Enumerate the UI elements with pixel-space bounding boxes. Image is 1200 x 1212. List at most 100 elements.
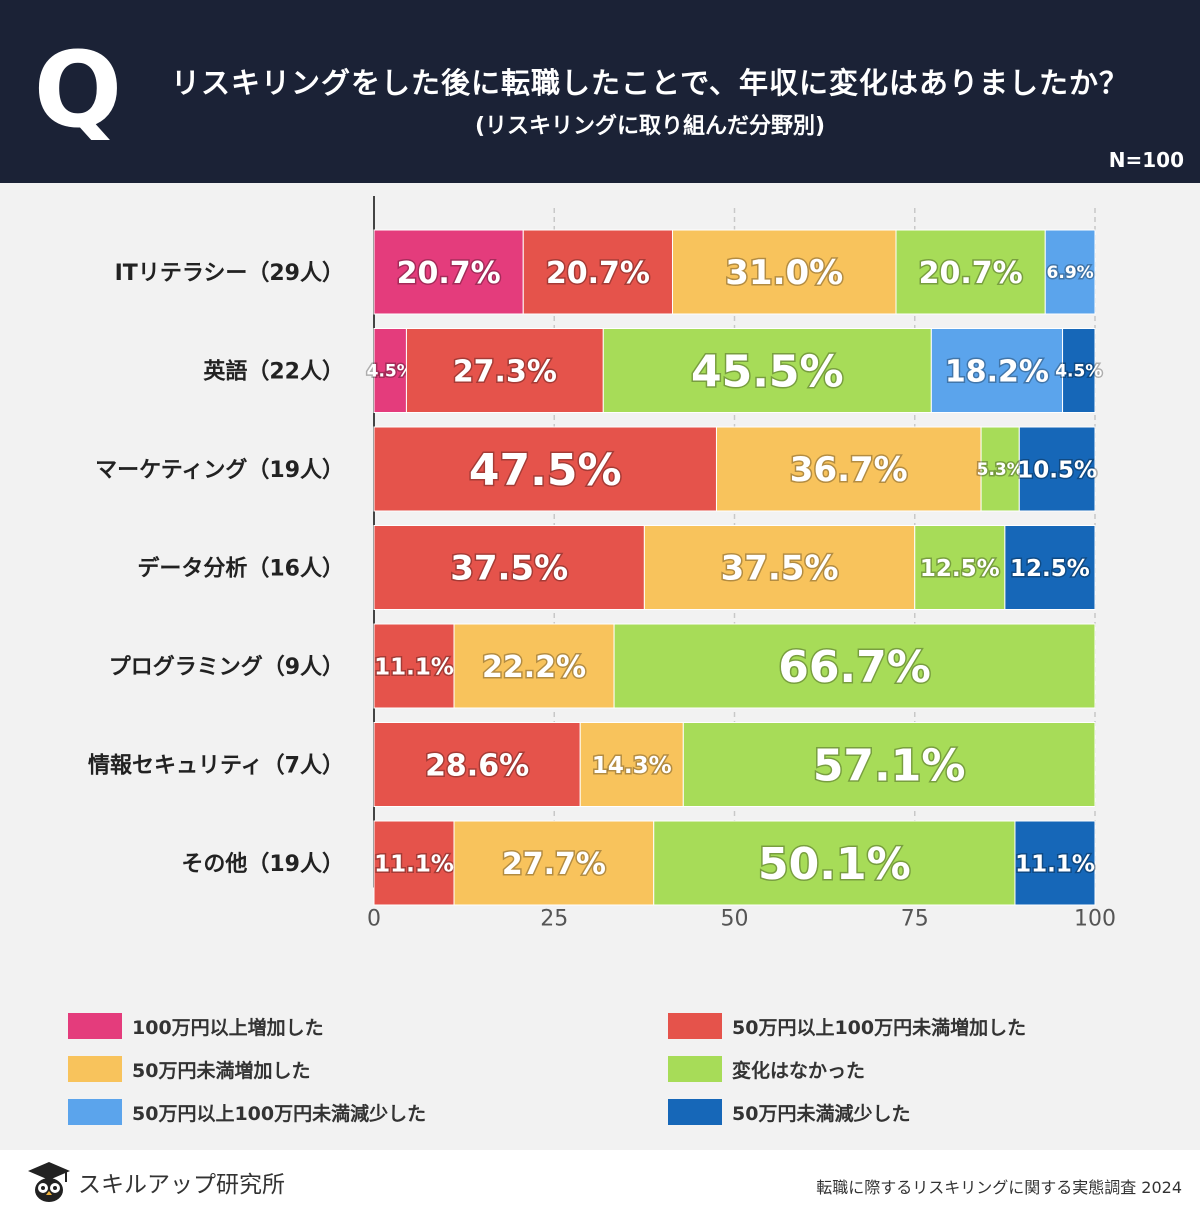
data-label: 20.7% — [546, 256, 650, 291]
chart-title: リスキリングをした後に転職したことで、年収に変化はありましたか？ — [171, 66, 1129, 100]
category-label: 英語（22人） — [203, 359, 344, 385]
sample-size: N=100 — [1108, 148, 1184, 172]
bar-segment — [613, 623, 1096, 709]
x-tick-labels: 0 25 50 75 100 — [367, 907, 1116, 932]
legend-item: 100万円以上増加した — [68, 1011, 324, 1041]
data-label: 11.1% — [1015, 851, 1095, 877]
q-icon: Q — [34, 40, 122, 140]
data-label: 37.5% — [450, 549, 568, 589]
bar-segment — [1044, 229, 1096, 315]
data-label: 22.2% — [482, 650, 586, 685]
data-label: 4.5% — [367, 362, 414, 382]
legend-label: 50万円以上100万円未満減少した — [132, 1102, 427, 1125]
category-label: その他（19人） — [181, 852, 344, 877]
data-label: 18.2% — [945, 354, 1049, 389]
legend-swatch — [668, 1099, 722, 1125]
bar-segment — [522, 229, 673, 315]
data-label: 20.7% — [397, 256, 501, 291]
data-label: 12.5% — [920, 556, 1000, 582]
legend-swatch — [68, 1013, 122, 1039]
data-label: 37.5% — [721, 549, 839, 589]
bar-segment — [653, 820, 1016, 906]
data-label: 11.1% — [374, 654, 454, 680]
category-label: 情報セキュリティ（7人） — [88, 753, 344, 779]
brand: スキルアップ研究所 — [26, 1160, 285, 1204]
data-label: 6.9% — [1047, 263, 1094, 283]
category-labels: ITリテラシー（29人） 英語（22人） マーケティング（19人） データ分析（16人… — [88, 261, 344, 877]
x-tick-label: 100 — [1074, 907, 1116, 932]
data-label: 11.1% — [374, 851, 454, 877]
bar-segment — [1014, 820, 1096, 906]
bar-segment — [914, 525, 1006, 610]
data-label: 4.5% — [1055, 362, 1102, 382]
legend-item: 50万円未満減少した — [668, 1097, 910, 1127]
data-label: 31.0% — [725, 253, 843, 293]
legend-item: 50万円以上100万円未満減少した — [68, 1097, 426, 1127]
bar-segment — [453, 623, 615, 709]
legend-item: 50万円以上100万円未満増加した — [668, 1011, 1026, 1041]
bar-segment — [602, 328, 932, 413]
bar-segment — [643, 525, 916, 610]
bar-segment — [373, 820, 455, 906]
legend-label: 50万円以上100万円未満増加した — [732, 1016, 1027, 1039]
bar-segment — [373, 722, 581, 807]
data-label: 47.5% — [469, 445, 622, 496]
data-label: 5.3% — [977, 460, 1024, 480]
bar-segment — [715, 426, 982, 512]
category-label: マーケティング（19人） — [95, 457, 344, 483]
data-label: 10.5% — [1017, 457, 1097, 483]
bar-segment — [930, 328, 1064, 413]
category-label: プログラミング（9人） — [109, 654, 344, 680]
data-label: 36.7% — [790, 450, 908, 490]
header-banner: Q リスキリングをした後に転職したことで、年収に変化はありましたか？ (リスキリ… — [0, 0, 1200, 183]
data-label: 27.7% — [502, 847, 606, 882]
bar-segment — [373, 623, 455, 709]
data-label: 12.5% — [1010, 556, 1090, 582]
bar-segment — [671, 229, 897, 315]
bar-segment — [373, 229, 524, 315]
q-letter: Q — [34, 40, 122, 140]
bar-segment — [373, 328, 407, 413]
bar-segment — [980, 426, 1020, 512]
source-note: 転職に際するリスキリングに関する実態調査 2024 — [816, 1178, 1182, 1197]
data-label: 45.5% — [691, 346, 844, 397]
x-tick-label: 50 — [721, 907, 749, 932]
chart-subtitle: (リスキリングに取り組んだ分野別) — [474, 114, 826, 139]
data-label: 20.7% — [919, 256, 1023, 291]
bar-segment — [1062, 328, 1096, 413]
data-label: 27.3% — [453, 354, 557, 389]
bar-segment — [682, 722, 1096, 807]
data-label: 14.3% — [592, 753, 672, 779]
legend-swatch — [68, 1099, 122, 1125]
legend-swatch — [68, 1056, 122, 1082]
stacked-bar-chart: 20.7% 20.7% 31.0% 20.7% 6.9% 4.5% 27.3% 45.5% 18… — [88, 196, 1116, 932]
x-tick-label: 75 — [901, 907, 929, 932]
legend-label: 50万円未満減少した — [732, 1102, 911, 1125]
legend-swatch — [668, 1013, 722, 1039]
legend: 100万円以上増加した 50万円以上100万円未満増加した 50万円未満増加した 変化… — [0, 1005, 1200, 1145]
bar-segment — [373, 525, 645, 610]
legend-label: 変化はなかった — [732, 1059, 866, 1082]
data-label: 66.7% — [778, 642, 931, 693]
category-label: データ分析（16人） — [137, 556, 344, 582]
legend-item: 50万円未満増加した — [68, 1054, 310, 1084]
legend-label: 100万円以上増加した — [132, 1016, 324, 1039]
bars: 20.7% 20.7% 31.0% 20.7% 6.9% 4.5% 27.3% 45.5% 18… — [365, 229, 1104, 906]
data-label: 50.1% — [758, 839, 911, 890]
footer: スキルアップ研究所 転職に際するリスキリングに関する実態調査 2024 — [0, 1150, 1200, 1212]
bar-segment — [579, 722, 684, 807]
x-tick-label: 25 — [540, 907, 568, 932]
bar-segment — [405, 328, 604, 413]
legend-swatch — [668, 1056, 722, 1082]
data-label: 57.1% — [813, 740, 966, 791]
x-tick-label: 0 — [367, 907, 381, 932]
category-label: ITリテラシー（29人） — [115, 261, 344, 286]
bar-segment — [1018, 426, 1096, 512]
owl-logo-icon — [28, 1162, 70, 1202]
brand-name: スキルアップ研究所 — [78, 1172, 285, 1198]
legend-label: 50万円未満増加した — [132, 1059, 311, 1082]
legend-item: 変化はなかった — [668, 1054, 865, 1084]
bar-segment — [373, 426, 717, 512]
bar-segment — [1004, 525, 1096, 610]
data-label: 28.6% — [425, 748, 529, 783]
